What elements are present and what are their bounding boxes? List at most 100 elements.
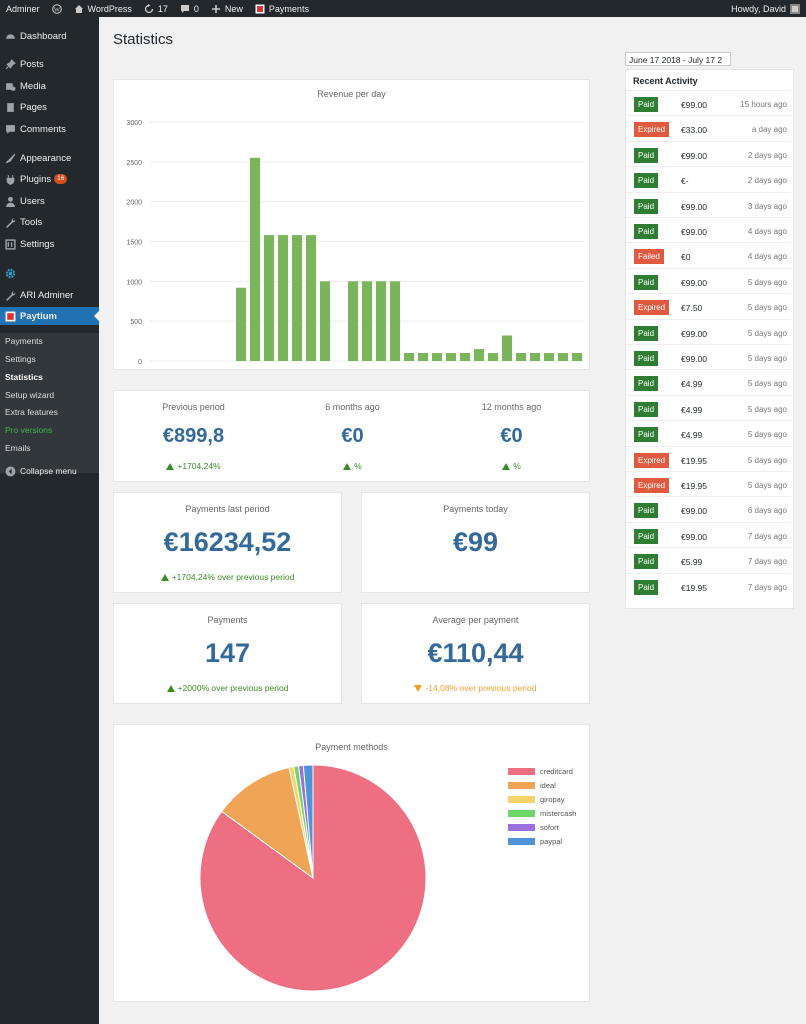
- activity-row[interactable]: Failed €0 4 days ago: [626, 242, 791, 268]
- revenue-bar[interactable]: [516, 353, 527, 361]
- revenue-bar[interactable]: [404, 353, 415, 361]
- collapse-menu-button[interactable]: Collapse menu: [0, 462, 99, 480]
- updates-count: 17: [157, 3, 168, 14]
- revenue-chart-title: Revenue per day: [317, 89, 386, 99]
- activity-row[interactable]: Expired €33.00 a day ago: [626, 115, 791, 141]
- status-badge: Paid: [634, 376, 659, 392]
- legend-item[interactable]: sofort: [508, 823, 559, 832]
- activity-row[interactable]: Paid €4.99 5 days ago: [626, 369, 791, 395]
- revenue-bar[interactable]: [558, 353, 569, 361]
- sidebar-item-paytium[interactable]: Paytium: [0, 307, 99, 325]
- new-content-link[interactable]: New: [205, 4, 249, 14]
- legend-swatch: [508, 810, 535, 817]
- svg-text:W: W: [53, 6, 60, 13]
- updates-link[interactable]: 17: [138, 3, 174, 14]
- legend-item[interactable]: mistercash: [508, 809, 576, 818]
- submenu-item-payments[interactable]: Payments: [5, 336, 43, 346]
- revenue-bar[interactable]: [474, 349, 485, 361]
- activity-amount: €-: [681, 176, 689, 187]
- pie-slice-ideal[interactable]: [221, 766, 314, 880]
- legend-item[interactable]: paypal: [508, 837, 562, 846]
- activity-time: 5 days ago: [747, 328, 787, 338]
- activity-row[interactable]: Paid €99.00 2 days ago: [626, 140, 791, 167]
- legend-item[interactable]: ideal: [508, 781, 556, 790]
- sidebar-item-appearance[interactable]: Appearance: [0, 149, 99, 167]
- activity-row[interactable]: Expired €19.95 5 days ago: [626, 445, 791, 472]
- submenu-item-extra-features[interactable]: Extra features: [5, 407, 58, 417]
- activity-row[interactable]: Paid €99.00 15 hours ago: [626, 90, 791, 116]
- activity-row[interactable]: Paid €99.00 6 days ago: [626, 496, 791, 522]
- submenu-item-setup-wizard[interactable]: Setup wizard: [5, 390, 55, 400]
- revenue-bar[interactable]: [278, 235, 289, 361]
- sidebar-item-pages[interactable]: Pages: [0, 98, 99, 116]
- sidebar-item-plugins[interactable]: Plugins 16: [0, 170, 99, 188]
- status-badge: Paid: [634, 427, 659, 443]
- activity-row[interactable]: Paid €19.95 7 days ago: [626, 572, 791, 599]
- wordpress-logo[interactable]: W: [46, 3, 68, 14]
- revenue-bar[interactable]: [306, 235, 317, 361]
- revenue-bar[interactable]: [362, 281, 373, 361]
- revenue-bar[interactable]: [572, 353, 583, 361]
- revenue-bar[interactable]: [488, 353, 499, 361]
- revenue-bar[interactable]: [236, 287, 247, 361]
- revenue-bar[interactable]: [390, 281, 401, 361]
- sidebar-item-dashboard[interactable]: Dashboard: [0, 27, 99, 45]
- sidebar-item-media[interactable]: Media: [0, 77, 99, 95]
- activity-row[interactable]: Paid €99.00 5 days ago: [626, 344, 791, 370]
- submenu-item-pro-versions[interactable]: Pro versions: [5, 425, 53, 435]
- submenu-item-settings[interactable]: Settings: [5, 354, 36, 364]
- activity-time: 3 days ago: [747, 201, 787, 211]
- site-menu[interactable]: Adminer: [0, 4, 46, 14]
- sidebar-item-tools[interactable]: Tools: [0, 213, 99, 231]
- activity-time: 5 days ago: [747, 303, 787, 313]
- activity-row[interactable]: Paid €99.00 7 days ago: [626, 521, 791, 548]
- date-range-input[interactable]: June 17 2018 - July 17 2: [625, 52, 731, 66]
- activity-row[interactable]: Paid €99.00 5 days ago: [626, 267, 791, 294]
- revenue-bar[interactable]: [264, 235, 275, 361]
- revenue-bar[interactable]: [418, 353, 429, 361]
- submenu-item-emails[interactable]: Emails: [5, 443, 31, 453]
- activity-row[interactable]: Expired €19.95 5 days ago: [626, 471, 791, 497]
- payments-link[interactable]: Payments: [249, 4, 315, 14]
- revenue-bar[interactable]: [460, 353, 471, 361]
- status-badge: Expired: [634, 478, 670, 493]
- sidebar-item-posts[interactable]: Posts: [0, 55, 99, 73]
- payments-last-period-card: Payments last period €16234,52 +1704,24%…: [113, 492, 342, 593]
- activity-row[interactable]: Paid €99.00 3 days ago: [626, 191, 791, 218]
- revenue-bar[interactable]: [376, 281, 387, 361]
- revenue-bar[interactable]: [530, 353, 541, 361]
- period-delta-text: %: [513, 461, 521, 471]
- activity-row[interactable]: Paid €- 2 days ago: [626, 166, 791, 192]
- revenue-bar[interactable]: [432, 353, 443, 361]
- sidebar-item-gear[interactable]: [0, 264, 99, 282]
- comments-link[interactable]: 0: [174, 4, 205, 14]
- activity-row[interactable]: Paid €5.99 7 days ago: [626, 547, 791, 573]
- legend-item[interactable]: giropay: [508, 795, 565, 804]
- submenu-item-statistics[interactable]: Statistics: [5, 372, 43, 382]
- activity-row[interactable]: Paid €99.00 5 days ago: [626, 318, 791, 345]
- sidebar-item-label: Media: [20, 80, 46, 92]
- activity-time: 7 days ago: [747, 557, 787, 567]
- site-name-link[interactable]: WordPress: [68, 4, 138, 14]
- revenue-bar[interactable]: [250, 157, 261, 361]
- revenue-bar[interactable]: [544, 353, 555, 361]
- activity-row[interactable]: Expired €7.50 5 days ago: [626, 293, 791, 319]
- account-menu[interactable]: Howdy, David: [725, 3, 806, 14]
- pie-slice-creditcard[interactable]: [199, 764, 427, 992]
- revenue-bar[interactable]: [348, 281, 359, 361]
- sidebar-item-comments[interactable]: Comments: [0, 120, 99, 138]
- howdy-text: Howdy, David: [731, 3, 786, 14]
- revenue-bar[interactable]: [320, 281, 331, 361]
- activity-row[interactable]: Paid €4.99 5 days ago: [626, 394, 791, 421]
- activity-row[interactable]: Paid €99.00 4 days ago: [626, 217, 791, 243]
- dashboard-icon: [4, 30, 16, 42]
- sidebar-item-settings[interactable]: Settings: [0, 235, 99, 253]
- revenue-bar[interactable]: [446, 353, 457, 361]
- sidebar-item-users[interactable]: Users: [0, 192, 99, 210]
- pie-slice-paypal[interactable]: [302, 764, 314, 879]
- legend-item[interactable]: creditcard: [508, 767, 573, 776]
- sidebar-item-ari-adminer[interactable]: ARI Adminer: [0, 286, 99, 304]
- revenue-bar[interactable]: [502, 335, 513, 362]
- activity-row[interactable]: Paid €4.99 5 days ago: [626, 420, 791, 446]
- revenue-bar[interactable]: [292, 235, 303, 361]
